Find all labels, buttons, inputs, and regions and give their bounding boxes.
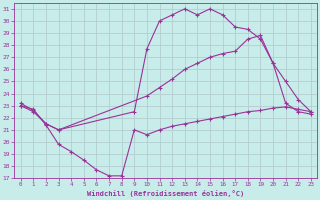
X-axis label: Windchill (Refroidissement éolien,°C): Windchill (Refroidissement éolien,°C) (87, 190, 244, 197)
